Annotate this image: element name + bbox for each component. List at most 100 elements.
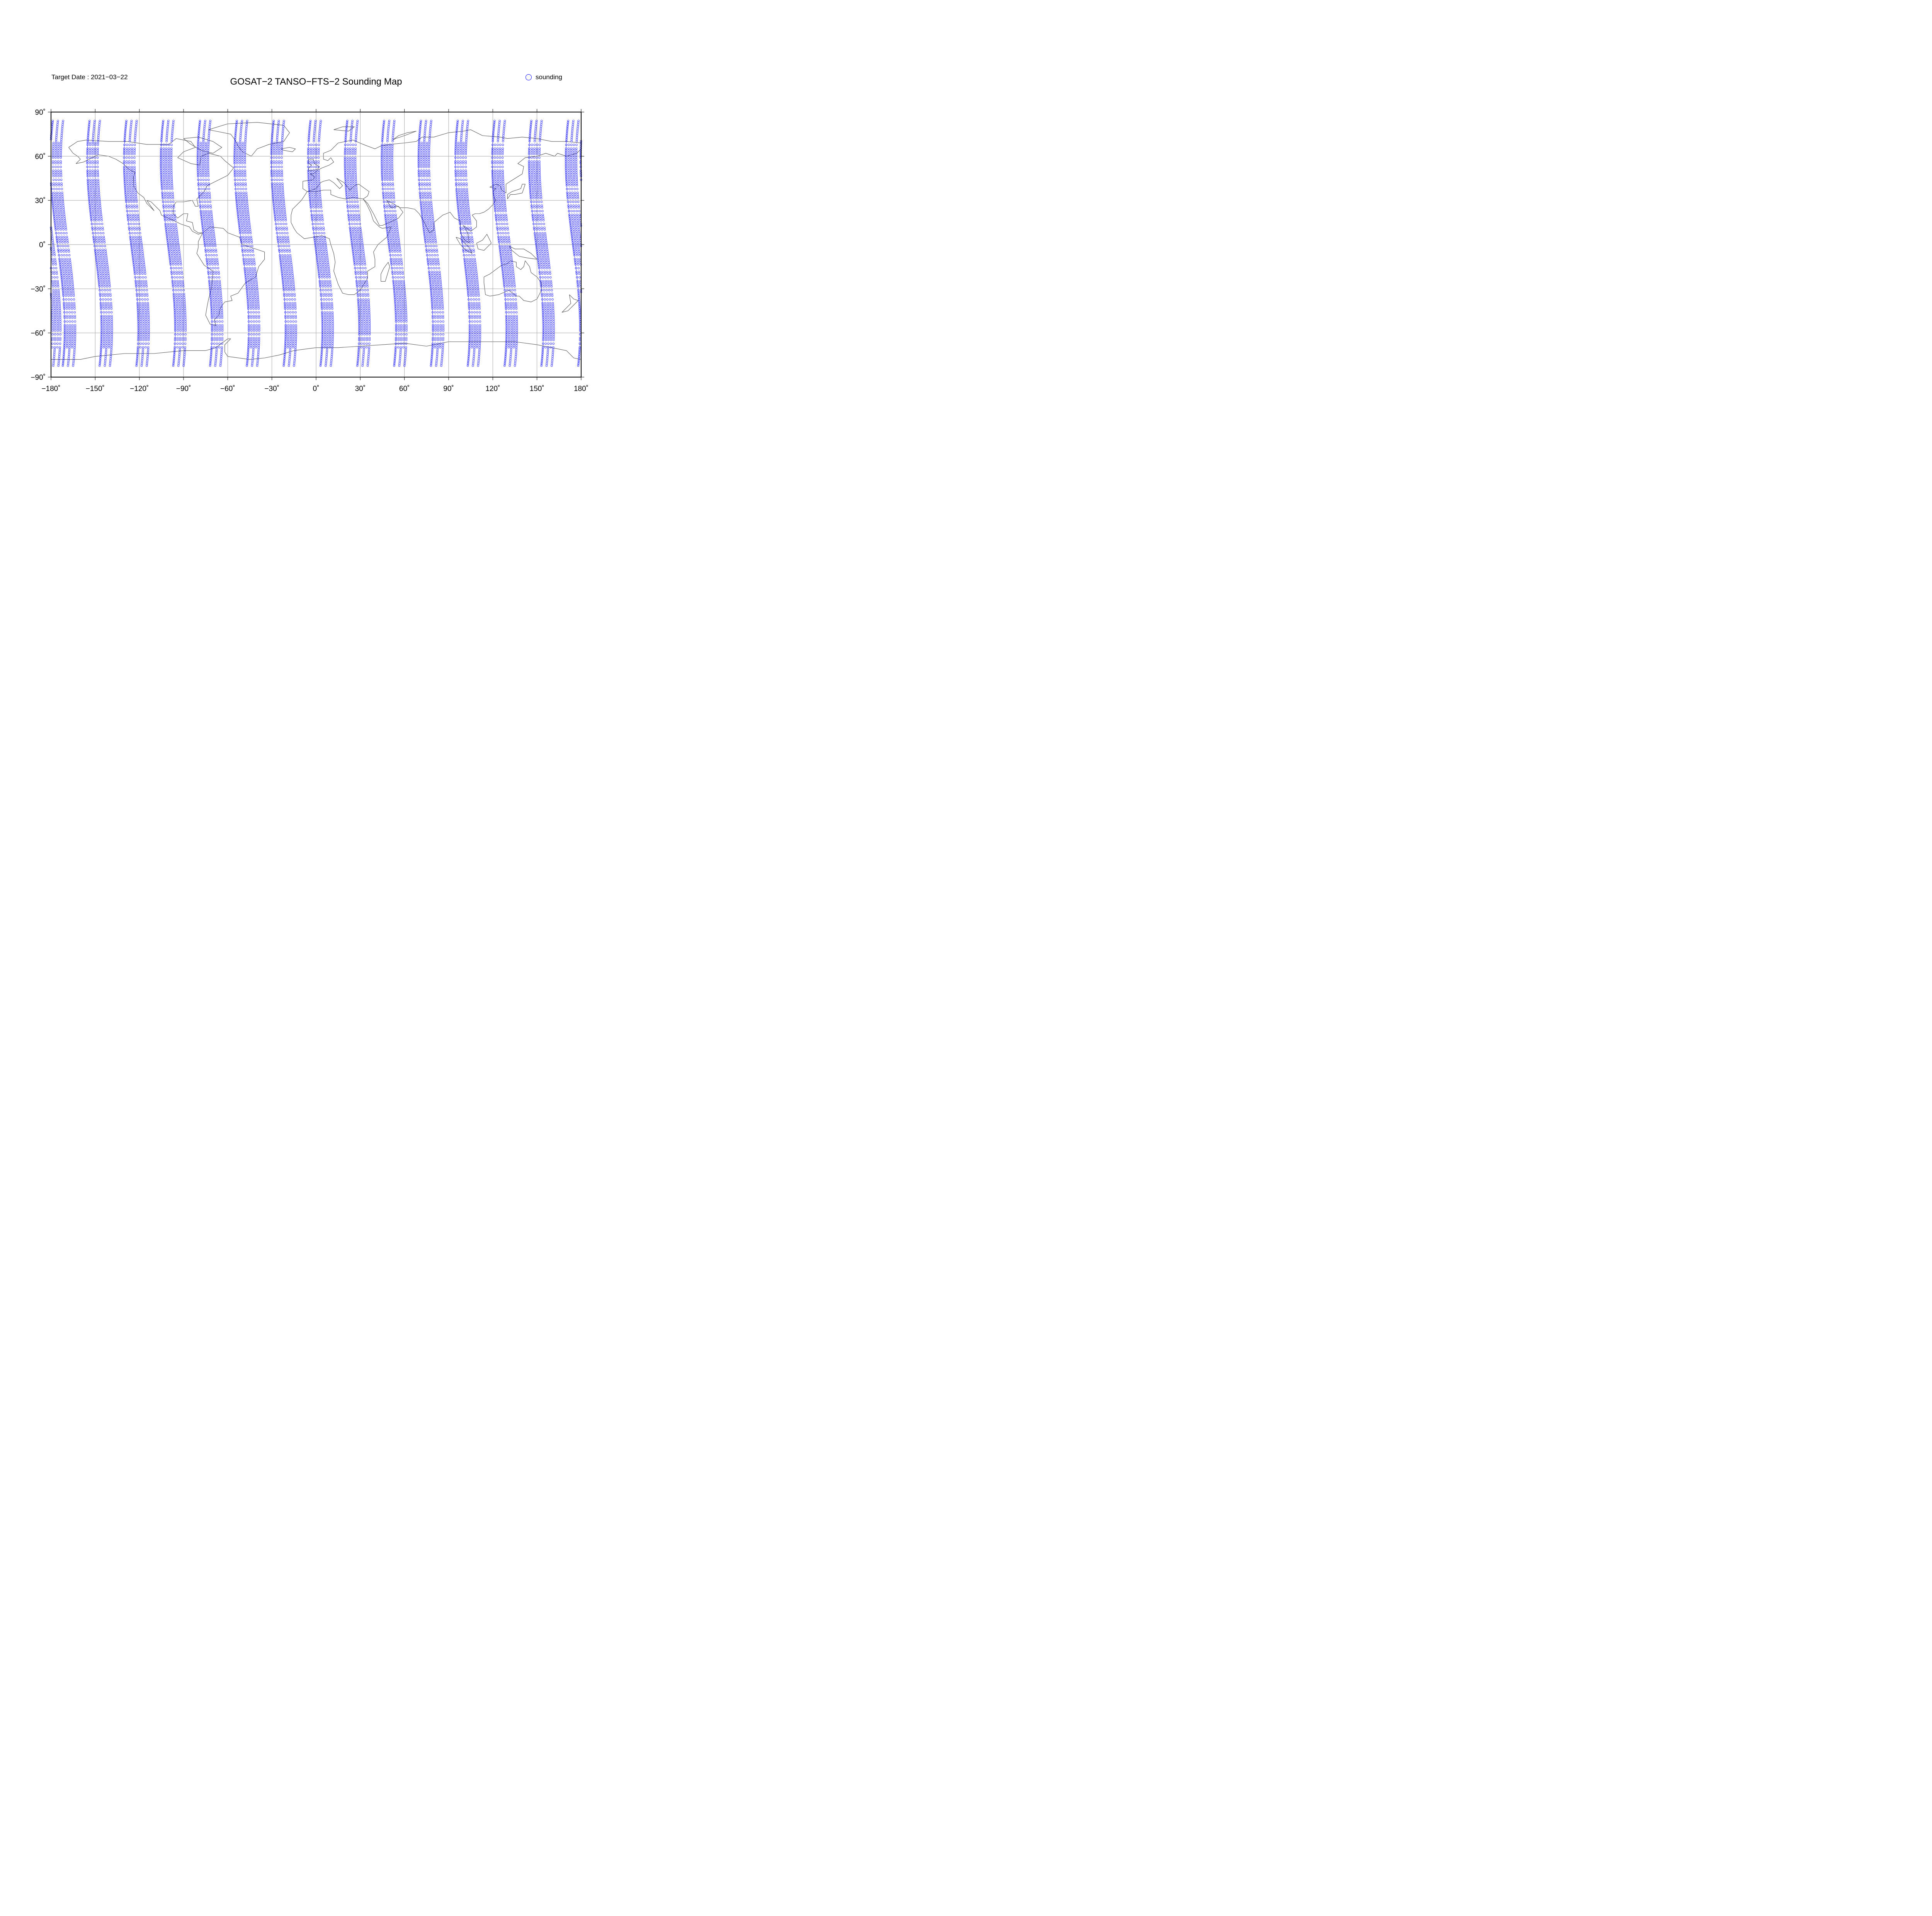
sounding-point: [71, 333, 74, 336]
track-link: [60, 266, 61, 269]
sounding-point: [289, 346, 292, 349]
sounding-point: [141, 272, 144, 275]
sounding-point: [105, 348, 107, 350]
sounding-point: [168, 169, 170, 172]
sounding-point: [91, 151, 94, 153]
sounding-point: [318, 144, 320, 146]
sounding-point: [94, 202, 96, 205]
sounding-point: [317, 199, 319, 201]
sounding-point: [184, 315, 187, 317]
sounding-point: [145, 276, 147, 279]
sounding-point: [202, 173, 204, 175]
sounding-point: [213, 333, 216, 336]
sounding-point: [52, 173, 54, 175]
sounding-point: [165, 204, 167, 207]
sounding-point: [208, 192, 211, 194]
sounding-point: [286, 254, 289, 257]
sounding-point: [293, 363, 296, 365]
sounding-point: [211, 219, 213, 221]
sounding-point: [54, 204, 57, 207]
sounding-point: [108, 332, 111, 334]
sounding-point: [61, 219, 63, 221]
sounding-point: [211, 243, 214, 245]
sounding-point: [103, 316, 105, 319]
sounding-point: [136, 269, 138, 271]
sounding-point: [177, 322, 179, 325]
sounding-point: [139, 304, 141, 306]
sounding-point: [67, 245, 69, 247]
sounding-point: [245, 215, 247, 218]
sounding-point: [328, 270, 330, 273]
sounding-point: [101, 289, 104, 291]
sounding-point: [239, 210, 242, 212]
sounding-point: [311, 188, 313, 190]
sounding-point: [62, 228, 65, 231]
sounding-point: [255, 337, 258, 339]
sounding-point: [132, 219, 134, 221]
sounding-point: [209, 262, 211, 264]
sounding-point: [97, 138, 99, 141]
sounding-point: [319, 263, 321, 266]
sounding-point: [311, 192, 313, 194]
sounding-point: [319, 223, 322, 225]
sounding-point: [238, 151, 241, 153]
sounding-point: [238, 195, 240, 197]
sounding-point: [66, 263, 69, 266]
sounding-point: [134, 140, 136, 142]
sounding-point: [181, 276, 184, 279]
sounding-point: [88, 162, 91, 165]
sounding-point: [163, 192, 166, 194]
sounding-point: [239, 138, 242, 141]
sounding-point: [139, 306, 141, 308]
sounding-point: [102, 308, 105, 310]
sounding-point: [210, 214, 213, 216]
sounding-point: [143, 262, 145, 264]
sounding-point: [129, 215, 132, 218]
sounding-point: [134, 252, 136, 255]
track-link: [51, 189, 52, 193]
sounding-point: [213, 239, 216, 242]
sounding-point: [282, 260, 284, 262]
sounding-point: [162, 160, 165, 163]
sounding-point: [66, 258, 68, 260]
sounding-point: [165, 155, 167, 157]
sounding-point: [61, 188, 63, 190]
sounding-point: [61, 215, 63, 218]
sounding-point: [319, 260, 321, 262]
sounding-point: [57, 228, 60, 231]
sounding-point: [236, 182, 239, 185]
sounding-point: [329, 280, 331, 282]
sounding-point: [172, 263, 174, 266]
sounding-point: [165, 201, 167, 203]
track-link: [131, 244, 132, 246]
sounding-point: [245, 217, 247, 220]
sounding-point: [207, 168, 209, 170]
sounding-point: [170, 140, 173, 142]
sounding-point: [92, 184, 95, 187]
sounding-point: [292, 328, 295, 330]
sounding-point: [216, 348, 218, 350]
sounding-point: [109, 285, 111, 288]
sounding-point: [135, 121, 138, 124]
africa-coast: [291, 190, 391, 295]
sounding-point: [204, 204, 207, 207]
sounding-point: [181, 311, 184, 313]
sounding-point: [58, 238, 61, 240]
sounding-point: [257, 357, 259, 360]
sounding-point: [273, 173, 276, 175]
sounding-point: [170, 232, 173, 235]
sounding-point: [204, 156, 207, 159]
sounding-point: [327, 267, 330, 269]
sounding-point: [218, 320, 221, 323]
sounding-point: [66, 308, 68, 310]
sounding-point: [183, 298, 185, 301]
sounding-point: [315, 179, 318, 181]
sounding-point: [140, 322, 142, 325]
sounding-point: [182, 364, 185, 367]
sounding-point: [243, 199, 245, 201]
sounding-point: [144, 270, 146, 273]
sounding-point: [100, 258, 103, 260]
sounding-point: [147, 316, 150, 319]
sounding-point: [240, 188, 242, 190]
sounding-point: [59, 223, 61, 225]
